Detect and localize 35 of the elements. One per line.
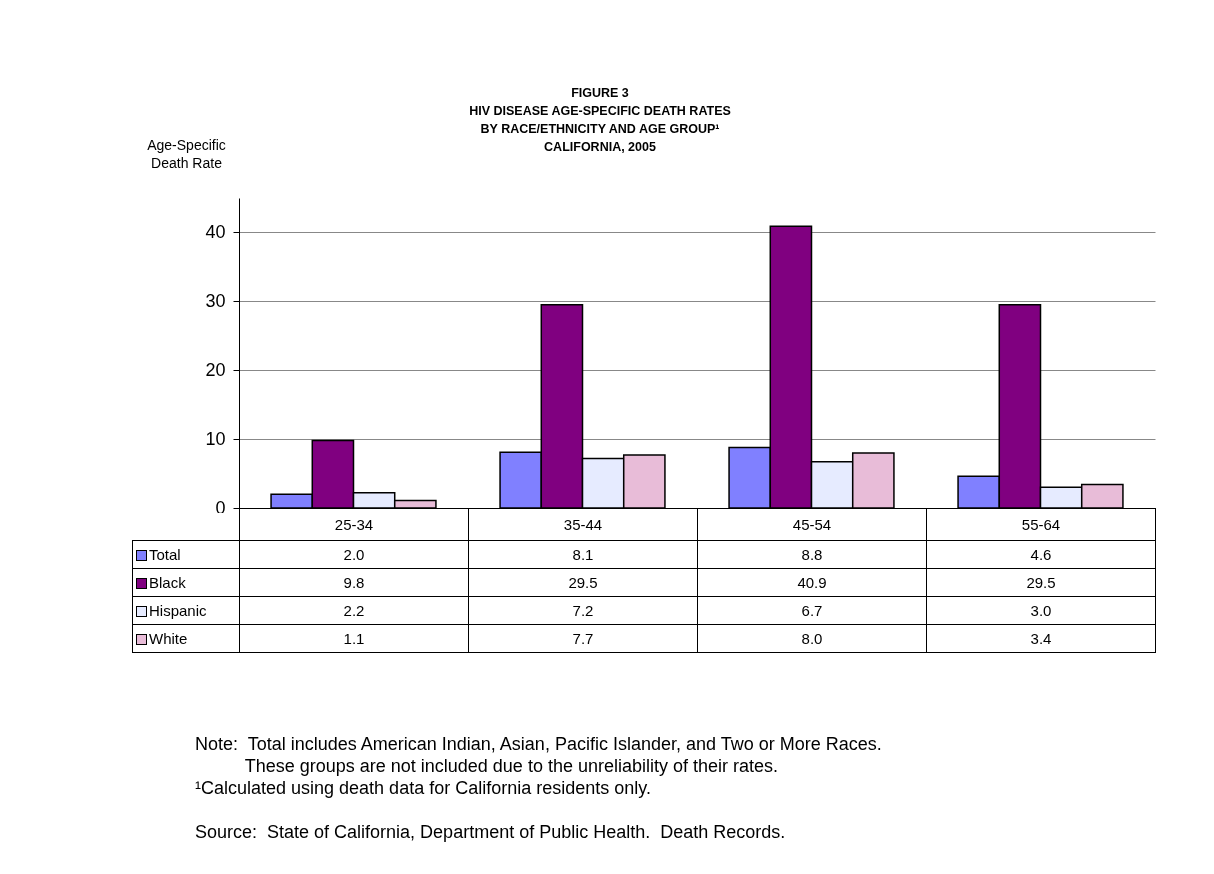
data-label: 8.1 xyxy=(468,540,698,569)
y-axis-title: Age-Specific Death Rate xyxy=(147,136,226,171)
data-label: 8.8 xyxy=(697,540,927,569)
data-label: 8.0 xyxy=(697,624,927,653)
data-label: 2.0 xyxy=(239,540,469,569)
data-label: 29.5 xyxy=(926,568,1156,597)
legend-label: Hispanic xyxy=(132,596,240,625)
chart-title: FIGURE 3 xyxy=(571,85,629,100)
data-label: 4.6 xyxy=(926,540,1156,569)
y-tick-label: 0 xyxy=(215,497,226,518)
text: Note: Total includes American Indian, Asian, Pacific Islander, and Two or More Races. These groups are not included due to the unreliability of their rates. xyxy=(195,733,882,777)
data-label: 9.8 xyxy=(239,568,469,597)
data-label: 3.4 xyxy=(926,624,1156,653)
source-note: Source: State of California, Department of Public Health. Death Records. xyxy=(195,821,787,843)
x-tick-label: 45-54 xyxy=(697,508,927,541)
y-tick-label: 40 xyxy=(205,221,226,242)
data-label: 1.1 xyxy=(239,624,469,653)
data-label: 29.5 xyxy=(468,568,698,597)
x-tick-label: 35-44 xyxy=(468,508,698,541)
text: ¹Calculated using death data for California residents only. xyxy=(195,777,652,799)
data-label: 3.0 xyxy=(926,596,1156,625)
y-tick-label: 10 xyxy=(205,428,226,449)
legend-label: Total xyxy=(132,540,240,569)
legend-label: Black xyxy=(132,568,240,597)
data-label: 40.9 xyxy=(697,568,927,597)
y-tick-label: 30 xyxy=(205,290,226,311)
y-tick-label: 20 xyxy=(205,359,226,380)
data-label: 2.2 xyxy=(239,596,469,625)
data-label: 7.2 xyxy=(468,596,698,625)
x-tick-label: 25-34 xyxy=(239,508,469,541)
x-tick-label: 55-64 xyxy=(926,508,1156,541)
chart-subtitle: HIV DISEASE AGE-SPECIFIC DEATH RATES BY RACE/ETHNICITY AND AGE GROUP¹ CALIFORNIA, 2005 xyxy=(469,103,731,154)
legend-label: White xyxy=(132,624,240,653)
data-label: 6.7 xyxy=(697,596,927,625)
data-label: 7.7 xyxy=(468,624,698,653)
